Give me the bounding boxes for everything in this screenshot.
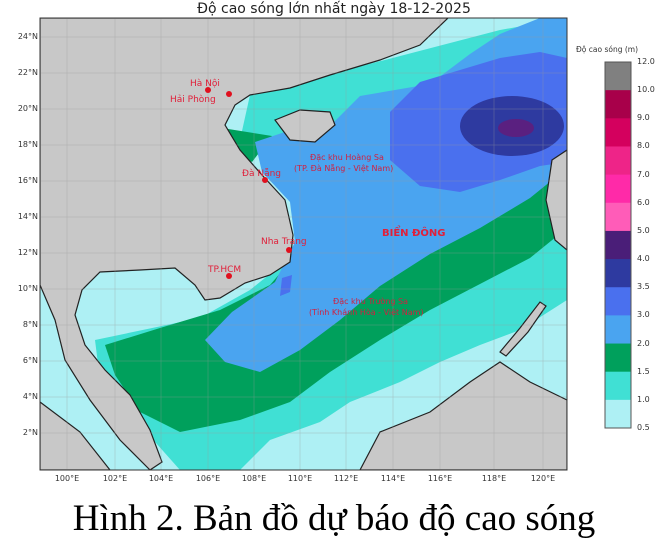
- lat-label: 4°N: [22, 392, 38, 401]
- colorbar-segment: [605, 230, 631, 260]
- colorbar-segment: [605, 118, 631, 147]
- colorbar-tick-label: 2.0: [637, 338, 650, 348]
- map-frame: [39, 17, 568, 471]
- lon-label: 106°E: [195, 474, 221, 483]
- hoang-sa-label: Đặc khu Hoàng Sa: [310, 153, 384, 163]
- hcm-marker: [226, 273, 232, 279]
- colorbar-segment: [605, 202, 631, 232]
- city-label: Hà Nội: [190, 78, 220, 89]
- lon-label: 112°E: [333, 474, 359, 483]
- haiphong-marker: [226, 91, 232, 97]
- city-label: Đà Nẵng: [242, 168, 281, 179]
- lat-label: 20°N: [17, 104, 38, 113]
- lat-label: 16°N: [17, 176, 38, 185]
- city-label: Nha Trang: [261, 237, 307, 247]
- map-title: Độ cao sóng lớn nhất ngày 18-12-2025: [197, 1, 471, 17]
- lon-label: 118°E: [481, 474, 507, 483]
- lon-label: 100°E: [54, 474, 80, 483]
- figure-caption: Hình 2. Bản đồ dự báo độ cao sóng: [72, 498, 596, 539]
- colorbar-title: Độ cao sóng (m): [576, 45, 639, 54]
- borneo: [359, 361, 567, 470]
- colorbar-segment: [605, 62, 631, 91]
- city-markers: [205, 87, 292, 279]
- colorbar-tick-label: 3.0: [637, 310, 650, 320]
- nhatrang-marker: [286, 247, 292, 253]
- lon-label: 108°E: [241, 474, 267, 483]
- colorbar-tick-label: 4.0: [637, 254, 650, 264]
- colorbar-segment: [605, 174, 631, 204]
- colorbar-tick-label: 5.0: [637, 225, 650, 235]
- lat-label: 10°N: [17, 284, 38, 293]
- city-label: Hải Phòng: [170, 94, 216, 105]
- grid-lines: [40, 18, 567, 470]
- truong-sa-sub-label: (Tỉnh Khánh Hòa - Việt Nam): [309, 307, 424, 317]
- colorbar-tick-label: 12.0: [637, 57, 655, 66]
- colorbar-segment: [605, 90, 631, 119]
- hanoi-marker: [205, 87, 211, 93]
- colorbar-tick-label: 9.0: [637, 113, 650, 123]
- lon-label: 102°E: [102, 474, 128, 483]
- sea-3.0-3.5-south: [280, 275, 292, 296]
- colorbar-segment: [605, 371, 631, 401]
- colorbar-tick-label: 1.5: [637, 366, 650, 376]
- colorbar-segment: [605, 315, 631, 345]
- colorbar-tick-label: 1.0: [637, 394, 650, 404]
- colorbar-tick-label: 0.5: [637, 423, 650, 432]
- lon-label: 120°E: [530, 474, 556, 483]
- lat-label: 2°N: [22, 428, 38, 437]
- lat-label: 8°N: [22, 320, 38, 329]
- lon-label: 114°E: [380, 474, 406, 483]
- truong-sa-label: Đặc khu Trường Sa: [333, 296, 408, 307]
- colorbar: [604, 61, 632, 429]
- colorbar-segment: [605, 287, 631, 316]
- colorbar-tick-label: 6.0: [637, 197, 650, 207]
- palawan: [499, 301, 547, 357]
- colorbar-tick-label: 3.5: [637, 282, 650, 292]
- bien-dong-label: BIỂN ĐÔNG: [382, 224, 445, 239]
- lat-label: 14°N: [17, 212, 38, 221]
- mainland-asia: [40, 18, 449, 470]
- danang-marker: [262, 177, 268, 183]
- hoang-sa-sub-label: (TP. Đà Nẵng - Việt Nam): [294, 163, 393, 173]
- lat-label: 24°N: [17, 32, 38, 41]
- lon-label: 110°E: [287, 474, 313, 483]
- colorbar-segment: [605, 146, 631, 176]
- colorbar-frame: [604, 61, 632, 429]
- luzon: [545, 149, 567, 251]
- sea-4.0-5.0: [498, 119, 534, 137]
- sumatra: [40, 401, 111, 470]
- colorbar-tick-label: 7.0: [637, 169, 650, 179]
- city-label: TP.HCM: [207, 265, 241, 275]
- colorbar-tick-label: 8.0: [637, 141, 650, 151]
- lon-label: 104°E: [148, 474, 174, 483]
- lat-label: 12°N: [17, 248, 38, 257]
- lat-label: 22°N: [17, 68, 38, 77]
- lon-label: 116°E: [427, 474, 453, 483]
- colorbar-segment: [605, 343, 631, 373]
- lat-label: 18°N: [17, 140, 38, 149]
- colorbar-segment: [605, 259, 631, 288]
- lat-label: 6°N: [22, 356, 38, 365]
- colorbar-segment: [605, 399, 631, 429]
- colorbar-tick-label: 10.0: [637, 85, 655, 95]
